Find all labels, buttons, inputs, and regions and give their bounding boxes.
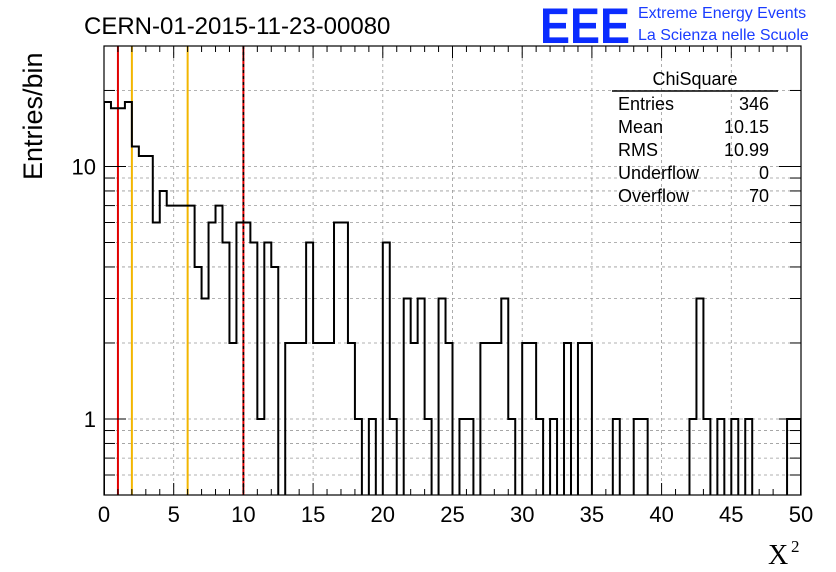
x-tick-label: 10 bbox=[231, 502, 255, 527]
x-tick-label: 0 bbox=[98, 502, 110, 527]
y-tick-label: 1 bbox=[84, 407, 96, 432]
stats-overflow-label: Overflow bbox=[618, 186, 690, 206]
y-axis-label: Entries/bin bbox=[18, 52, 48, 180]
x-tick-label: 5 bbox=[168, 502, 180, 527]
cut-lines bbox=[116, 46, 245, 495]
x-tick-label: 15 bbox=[301, 502, 325, 527]
stats-rms-value: 10.99 bbox=[724, 140, 769, 160]
x-tick-label: 50 bbox=[789, 502, 813, 527]
logo-line-1: Extreme Energy Events bbox=[638, 5, 806, 22]
stats-mean-label: Mean bbox=[618, 117, 663, 137]
axis-ticks: 0 5 10 15 20 25 30 35 40 45 50 1 10 bbox=[72, 45, 813, 527]
logo-mark: EEE bbox=[540, 0, 630, 54]
stats-entries-value: 346 bbox=[739, 94, 769, 114]
x-tick-label: 20 bbox=[371, 502, 395, 527]
stats-underflow-label: Underflow bbox=[618, 163, 700, 183]
logo-line-2: La Scienza nelle Scuole bbox=[638, 27, 809, 44]
chart-title: CERN-01-2015-11-23-00080 bbox=[84, 13, 390, 40]
histogram-bars bbox=[104, 101, 801, 495]
x-axis-label-main: X bbox=[768, 540, 788, 571]
x-axis-label-superscript: 2 bbox=[791, 537, 800, 556]
x-tick-label: 40 bbox=[649, 502, 673, 527]
stats-underflow-value: 0 bbox=[759, 163, 769, 183]
histogram-outline bbox=[104, 101, 801, 495]
stats-overflow-value: 70 bbox=[749, 186, 769, 206]
stats-box: ChiSquare Entries 346 Mean 10.15 RMS 10.… bbox=[612, 69, 778, 206]
x-axis-label: X 2 bbox=[768, 537, 800, 571]
histogram-group bbox=[104, 101, 801, 495]
stats-title: ChiSquare bbox=[652, 69, 737, 89]
x-tick-label: 25 bbox=[440, 502, 464, 527]
x-tick-label: 35 bbox=[580, 502, 604, 527]
eee-logo: EEE Extreme Energy Events La Scienza nel… bbox=[540, 0, 809, 54]
stats-mean-value: 10.15 bbox=[724, 117, 769, 137]
stats-entries-label: Entries bbox=[618, 94, 674, 114]
x-tick-label: 45 bbox=[719, 502, 743, 527]
stats-rms-label: RMS bbox=[618, 140, 658, 160]
x-tick-label: 30 bbox=[510, 502, 534, 527]
y-tick-label: 10 bbox=[72, 154, 96, 179]
